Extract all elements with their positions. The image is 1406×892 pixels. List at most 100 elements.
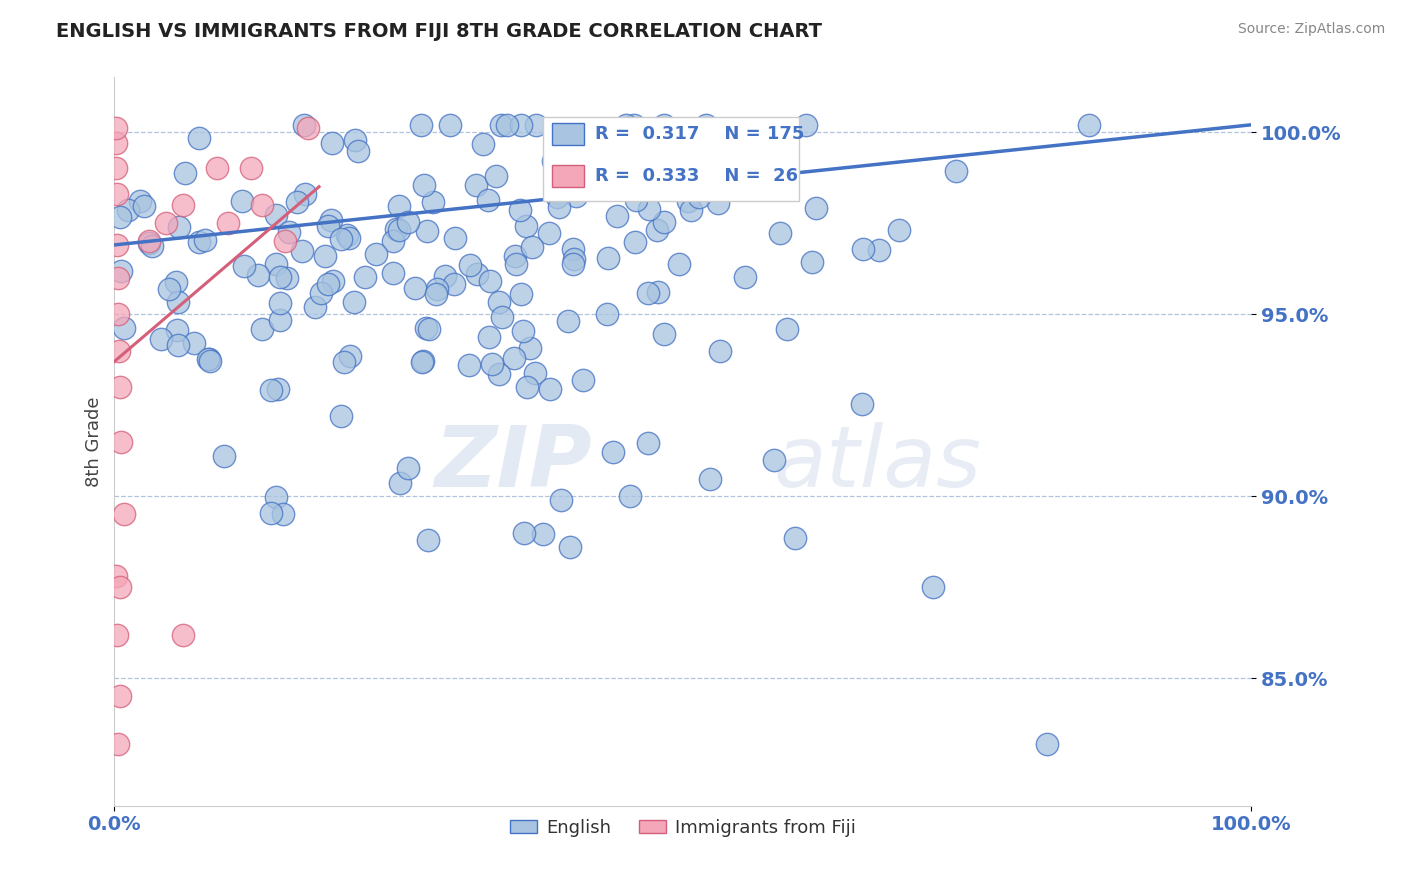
Point xyxy=(264,490,287,504)
Point xyxy=(157,282,180,296)
Point xyxy=(465,267,488,281)
Point xyxy=(638,175,661,189)
Point xyxy=(107,307,129,321)
Point xyxy=(364,246,387,260)
Point xyxy=(515,219,537,234)
Point xyxy=(443,277,465,292)
Point xyxy=(333,355,356,369)
Point xyxy=(396,461,419,475)
FancyBboxPatch shape xyxy=(553,123,583,145)
Point xyxy=(205,161,228,176)
Point xyxy=(250,322,273,336)
Text: Source: ZipAtlas.com: Source: ZipAtlas.com xyxy=(1237,22,1385,37)
Point xyxy=(231,194,253,209)
Point xyxy=(273,507,295,521)
Point xyxy=(167,295,190,310)
Point xyxy=(695,118,717,132)
Point xyxy=(269,269,291,284)
Point xyxy=(411,354,433,368)
Point xyxy=(652,118,675,132)
Point xyxy=(538,382,561,396)
Point xyxy=(479,274,502,288)
Point xyxy=(108,580,131,594)
Point xyxy=(404,280,426,294)
Point xyxy=(105,238,128,252)
Point xyxy=(489,118,512,132)
Y-axis label: 8th Grade: 8th Grade xyxy=(86,396,103,487)
Point xyxy=(388,223,411,237)
Point xyxy=(269,296,291,310)
Point xyxy=(413,178,436,192)
Point xyxy=(426,282,449,296)
Point xyxy=(110,434,132,449)
Point xyxy=(502,351,524,366)
Point xyxy=(541,154,564,169)
Point xyxy=(141,238,163,252)
Point xyxy=(439,118,461,132)
Point xyxy=(322,274,344,288)
Point xyxy=(443,231,465,245)
Point xyxy=(709,344,731,359)
Point xyxy=(292,118,315,132)
Point xyxy=(614,118,637,132)
Point xyxy=(505,257,527,271)
Point xyxy=(513,525,536,540)
Point xyxy=(173,166,195,180)
Point xyxy=(264,208,287,222)
Point xyxy=(337,231,360,245)
Point xyxy=(354,270,377,285)
Point xyxy=(329,232,352,246)
Point xyxy=(194,233,217,247)
Point xyxy=(546,189,568,203)
Point xyxy=(108,380,131,394)
Point xyxy=(321,136,343,150)
Point xyxy=(274,235,297,249)
Point xyxy=(217,216,239,230)
Point xyxy=(510,118,533,132)
Point xyxy=(579,168,602,182)
Point xyxy=(491,310,513,325)
Point xyxy=(138,235,160,249)
Point xyxy=(138,236,160,251)
Point xyxy=(412,354,434,368)
FancyBboxPatch shape xyxy=(553,165,583,186)
Point xyxy=(294,186,316,201)
Point xyxy=(851,397,873,411)
Point xyxy=(557,314,579,328)
Point xyxy=(104,121,127,136)
Point xyxy=(769,226,792,240)
Point xyxy=(304,301,326,315)
Point xyxy=(602,444,624,458)
Point xyxy=(465,178,488,193)
Point xyxy=(104,161,127,176)
Point xyxy=(1036,737,1059,751)
Point xyxy=(564,252,586,267)
Point xyxy=(488,367,510,381)
Point xyxy=(668,257,690,271)
Point xyxy=(155,216,177,230)
Text: R =  0.317    N = 175: R = 0.317 N = 175 xyxy=(595,125,804,143)
Point xyxy=(266,382,288,396)
Point xyxy=(537,226,560,240)
Point xyxy=(388,199,411,213)
Point xyxy=(188,235,211,249)
Point xyxy=(110,264,132,278)
Point xyxy=(647,285,669,300)
Point xyxy=(246,268,269,282)
Point xyxy=(183,336,205,351)
Point xyxy=(105,186,128,201)
Point xyxy=(108,690,131,704)
Point xyxy=(547,200,569,214)
Text: ZIP: ZIP xyxy=(434,422,592,505)
Point xyxy=(198,351,221,366)
Point xyxy=(505,248,527,262)
Point xyxy=(652,327,675,342)
Point xyxy=(381,234,404,248)
Point xyxy=(477,193,499,207)
Point xyxy=(606,210,628,224)
Point xyxy=(314,249,336,263)
Point xyxy=(167,220,190,235)
Point xyxy=(416,224,439,238)
Point xyxy=(523,366,546,380)
Point xyxy=(166,275,188,289)
